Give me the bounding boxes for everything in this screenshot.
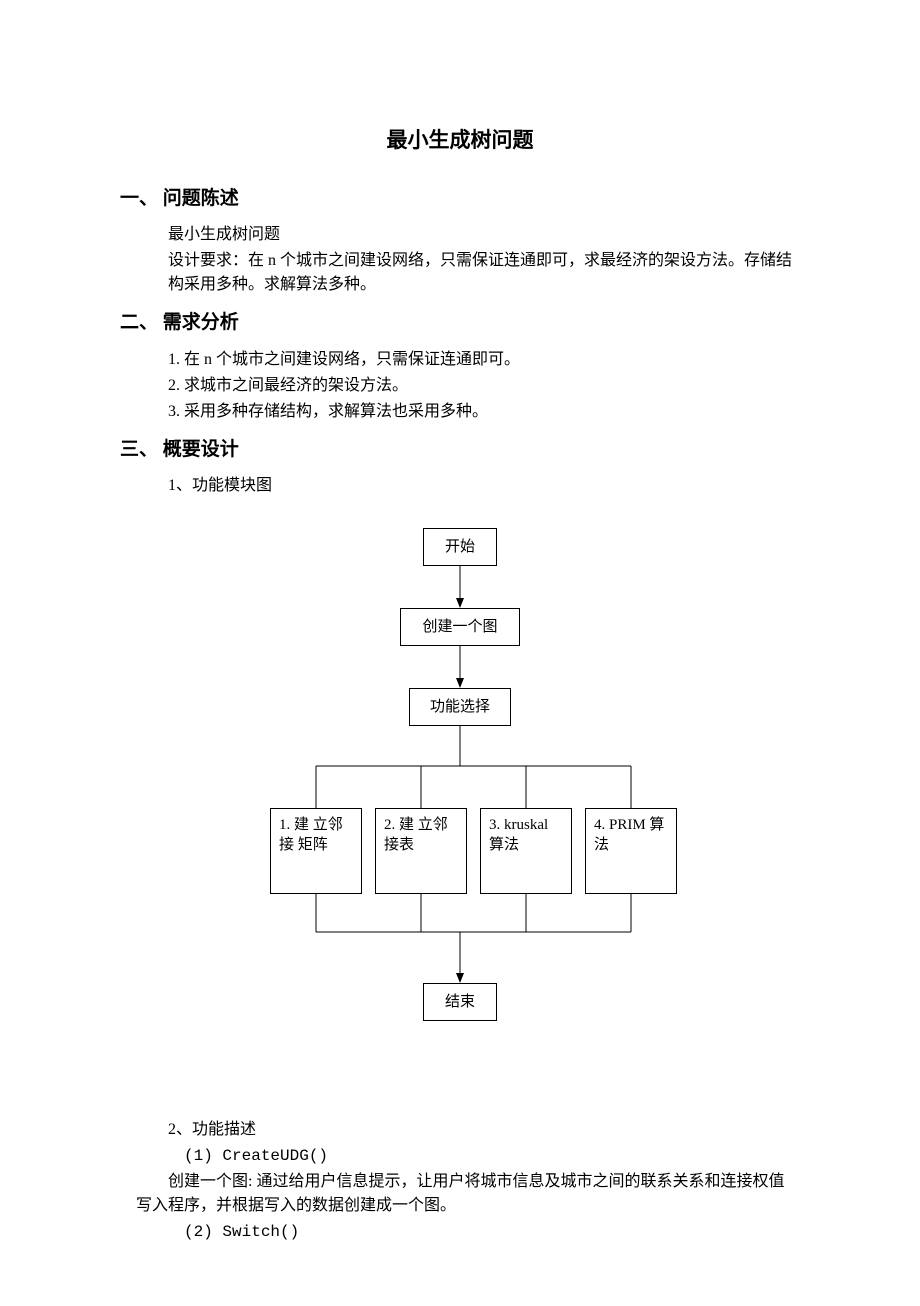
s3-item1: (1) CreateUDG() bbox=[184, 1144, 800, 1168]
s3-sub1-label: 1、功能模块图 bbox=[168, 474, 800, 498]
section-3-heading: 三、 概要设计 bbox=[120, 436, 800, 465]
page-title: 最小生成树问题 bbox=[120, 125, 800, 157]
flow-node-start: 开始 bbox=[423, 528, 497, 566]
s3-item2: (2) Switch() bbox=[184, 1220, 800, 1244]
flow-node-select: 功能选择 bbox=[409, 688, 511, 726]
flow-node-opt4: 4. PRIM 算法 bbox=[585, 808, 677, 894]
section-2-body: 1. 在 n 个城市之间建设网络，只需保证连通即可。 2. 求城市之间最经济的架… bbox=[168, 348, 800, 424]
s2-li1: 1. 在 n 个城市之间建设网络，只需保证连通即可。 bbox=[168, 348, 800, 372]
section-3-item2-wrap: (2) Switch() bbox=[168, 1220, 800, 1244]
flow-node-create: 创建一个图 bbox=[400, 608, 520, 646]
section-3-sub1: 1、功能模块图 bbox=[168, 474, 800, 498]
flow-node-end: 结束 bbox=[423, 983, 497, 1021]
s3-desc1: 创建一个图: 通过给用户信息提示，让用户将城市信息及城市之间的联系关系和连接权值… bbox=[136, 1170, 800, 1218]
s1-p2: 设计要求：在 n 个城市之间建设网络，只需保证连通即可，求最经济的架设方法。存储… bbox=[168, 249, 800, 297]
s1-p1: 最小生成树问题 bbox=[168, 223, 800, 247]
flow-node-opt2: 2. 建 立邻接表 bbox=[375, 808, 467, 894]
s2-li2: 2. 求城市之间最经济的架设方法。 bbox=[168, 374, 800, 398]
section-2-heading: 二、 需求分析 bbox=[120, 309, 800, 338]
flow-node-opt3: 3. kruskal 算法 bbox=[480, 808, 572, 894]
section-1-heading: 一、 问题陈述 bbox=[120, 185, 800, 214]
s2-li3: 3. 采用多种存储结构，求解算法也采用多种。 bbox=[168, 400, 800, 424]
flow-node-opt1: 1. 建 立邻 接 矩阵 bbox=[270, 808, 362, 894]
s3-sub2-label: 2、功能描述 bbox=[168, 1118, 800, 1142]
section-3-sub2: 2、功能描述 (1) CreateUDG() bbox=[168, 1118, 800, 1168]
flowchart: 开始创建一个图功能选择 1. 建 立邻 接 矩阵2. 建 立邻接表3. krusk… bbox=[210, 528, 710, 1088]
section-1-body: 最小生成树问题 设计要求：在 n 个城市之间建设网络，只需保证连通即可，求最经济… bbox=[168, 223, 800, 297]
